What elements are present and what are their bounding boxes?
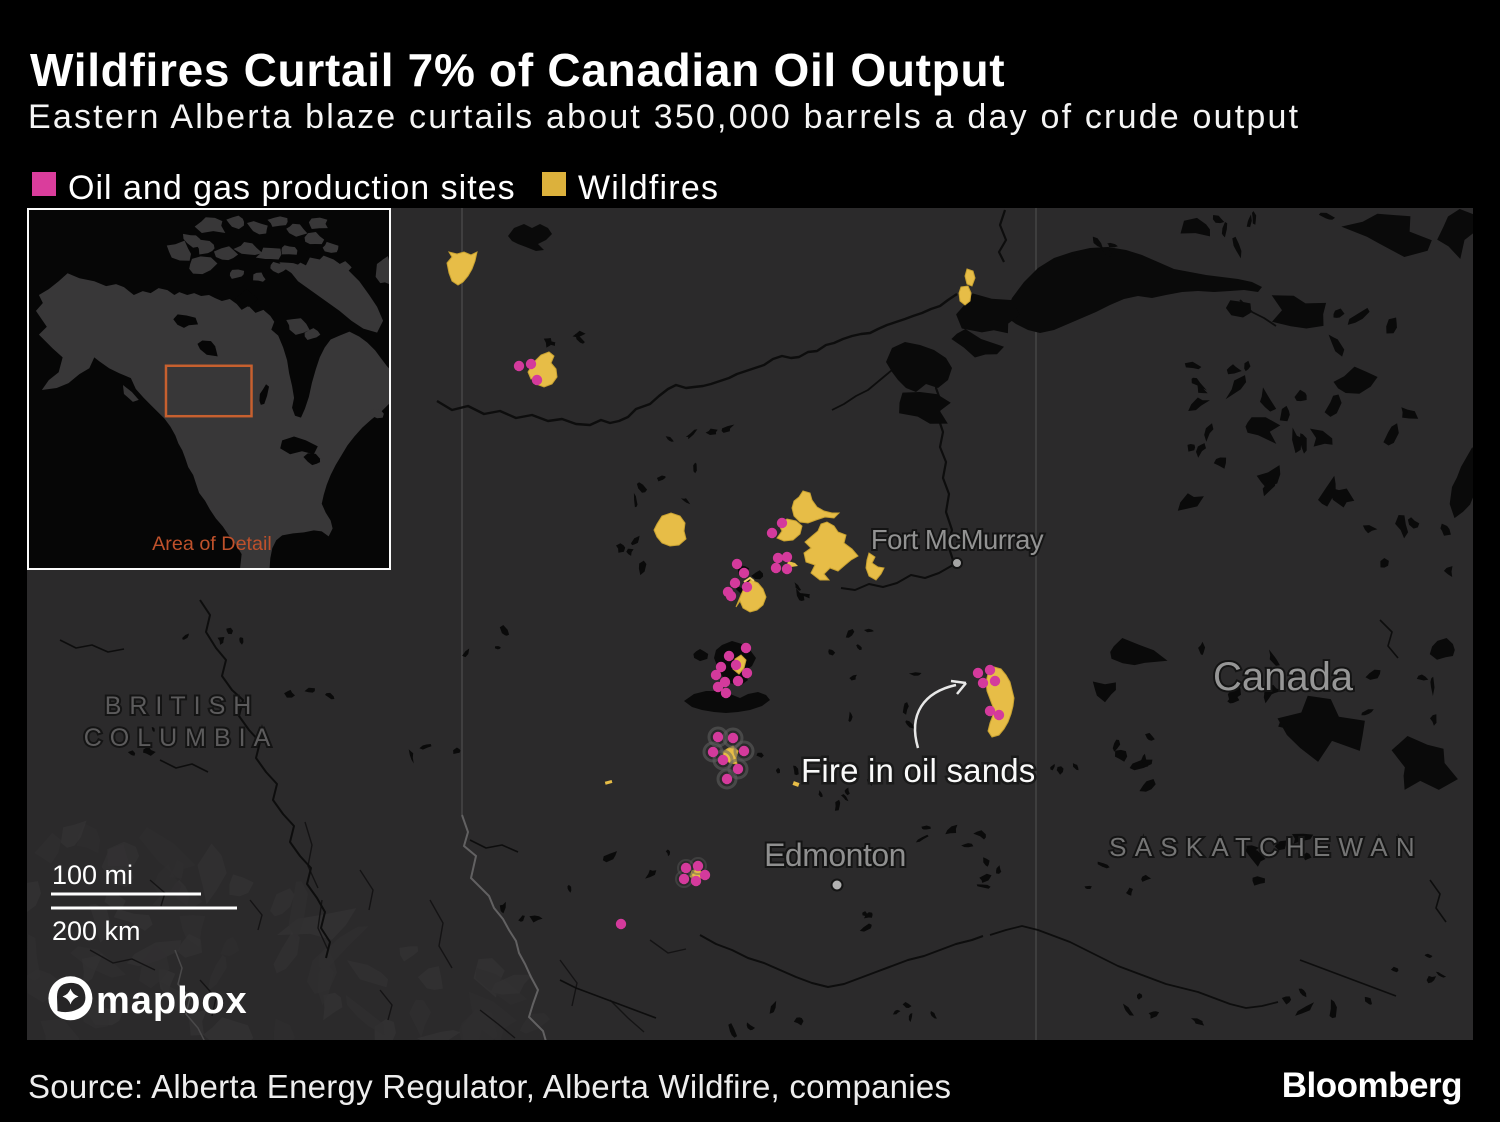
svg-text:Area of Detail: Area of Detail [152, 533, 272, 555]
svg-text:Edmonton: Edmonton [764, 837, 906, 873]
svg-text:COLUMBIA: COLUMBIA [84, 724, 279, 752]
svg-text:100 mi: 100 mi [52, 860, 133, 890]
svg-text:Fire in oil sands: Fire in oil sands [801, 752, 1036, 789]
svg-text:mapbox: mapbox [96, 980, 248, 1022]
svg-text:BRITISH: BRITISH [105, 692, 260, 720]
svg-text:200 km: 200 km [52, 916, 141, 946]
svg-text:SASKATCHEWAN: SASKATCHEWAN [1109, 832, 1423, 862]
svg-text:Canada: Canada [1213, 655, 1354, 699]
svg-text:Fort McMurray: Fort McMurray [871, 524, 1044, 555]
